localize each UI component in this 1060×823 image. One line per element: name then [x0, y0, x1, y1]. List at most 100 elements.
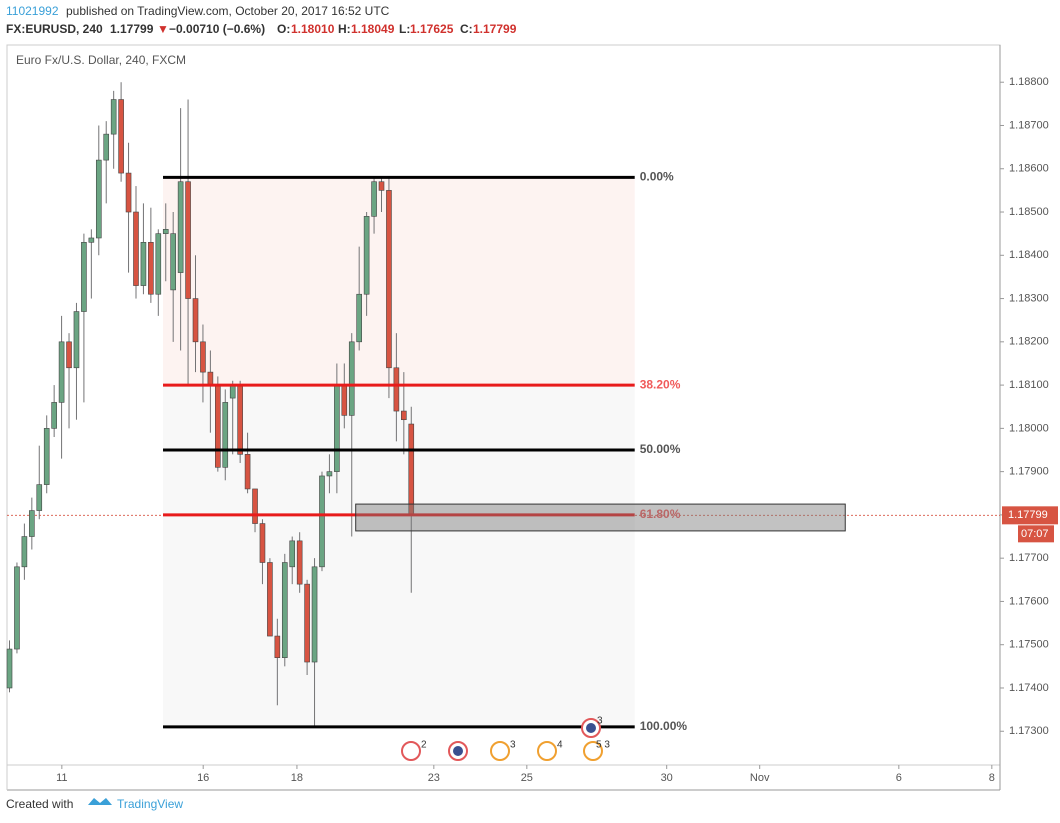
candle-body [304, 583, 310, 663]
candle-body [229, 384, 236, 399]
c-label: C: [460, 22, 473, 36]
x-tick-label: 23 [428, 772, 440, 784]
candle-body [6, 648, 13, 689]
event-icon[interactable] [490, 741, 510, 761]
candle-body [207, 371, 214, 386]
y-tick-label: 1.18400 [1009, 249, 1049, 261]
candle-body [274, 635, 281, 658]
candle-body [401, 410, 407, 421]
candle-body [36, 484, 43, 511]
event-flag [586, 723, 596, 733]
fib-label: 61.80% [640, 507, 681, 521]
events: 2 3 4 5 3 3 [401, 716, 610, 761]
low: 1.17625 [410, 22, 454, 36]
candle-body [215, 384, 221, 468]
candle-body [281, 562, 288, 658]
y-tick-label: 1.18300 [1009, 292, 1049, 304]
brand-logo [88, 798, 112, 805]
y-tick-label: 1.17700 [1009, 552, 1049, 564]
candle-body [200, 341, 206, 373]
plot: 1.173001.174001.175001.176001.177001.178… [6, 76, 1058, 784]
y-tick-label: 1.17600 [1009, 595, 1049, 607]
candle-body [43, 428, 50, 485]
event-count: 3 [510, 740, 516, 751]
event-flag [453, 746, 463, 756]
event-icon[interactable] [401, 741, 421, 761]
candle-body [267, 562, 273, 637]
fib-zone-lower [163, 385, 635, 727]
candle-body [259, 523, 266, 563]
countdown: 07:07 [1021, 528, 1049, 540]
candle-body [95, 159, 102, 239]
x-tick-label: 6 [896, 772, 902, 784]
x-tick-label: 30 [661, 772, 673, 784]
candle-body [185, 181, 191, 299]
candle-body [148, 242, 154, 295]
symbol-line: FX:EURUSD, 240 1.17799 ▼ −0.00710 (−0.6%… [6, 22, 517, 36]
candle-body [319, 475, 325, 568]
candle-body [125, 172, 132, 213]
h-label: H: [338, 22, 351, 36]
event-icon[interactable] [583, 741, 603, 761]
x-tick-label: 18 [291, 772, 303, 784]
candle-body [81, 242, 87, 312]
candle-body [170, 233, 176, 291]
candle-body [296, 540, 303, 585]
fib-zone-upper [163, 177, 635, 386]
price-label-box [1002, 506, 1058, 525]
direction: ▼ [157, 22, 169, 36]
candle-body [73, 311, 80, 369]
y-tick-label: 1.17300 [1009, 725, 1049, 737]
candle-body [162, 229, 169, 234]
candle-body [110, 99, 117, 135]
event-count: 5 3 [596, 740, 610, 751]
candle-body [192, 298, 199, 343]
l-label: L: [399, 22, 410, 36]
candle-body [378, 181, 385, 191]
candle-body [289, 540, 296, 568]
candle-body [88, 237, 95, 243]
event-icon[interactable] [537, 741, 557, 761]
candle-body [341, 384, 348, 416]
candle-body [363, 216, 370, 295]
candle-body [133, 211, 139, 286]
x-tick-label: 25 [521, 772, 533, 784]
candle-body [386, 190, 392, 369]
candle-body [408, 423, 415, 516]
candle-body [252, 488, 258, 524]
candle-body [237, 384, 243, 455]
candle-body [103, 133, 110, 161]
footer-created: Created with [6, 797, 73, 811]
candle-body [177, 181, 184, 273]
y-tick-label: 1.18200 [1009, 336, 1049, 348]
candle-body [393, 367, 400, 412]
candle-body [244, 454, 251, 490]
candle-body [21, 536, 28, 568]
price-label: 1.17799 [1008, 509, 1048, 521]
candle-body [155, 233, 162, 295]
candle-body [66, 341, 72, 369]
event-count: 4 [557, 740, 563, 751]
last: 1.17799 [110, 22, 154, 36]
y-tick-label: 1.18000 [1009, 422, 1049, 434]
candle-body [334, 384, 340, 472]
x-tick-label: 11 [56, 772, 67, 784]
candle-body [118, 99, 124, 174]
footer-brand[interactable]: TradingView [117, 797, 183, 811]
open: 1.18010 [291, 22, 335, 36]
o-label: O: [277, 22, 290, 36]
x-tick-label: Nov [750, 772, 770, 784]
x-tick-label: 16 [197, 772, 209, 784]
close: 1.17799 [473, 22, 517, 36]
candle-body [222, 402, 229, 468]
author[interactable]: 11021992 [6, 4, 59, 18]
y-tick-label: 1.18700 [1009, 119, 1049, 131]
x-tick-label: 8 [989, 772, 995, 784]
candle-body [326, 471, 333, 477]
candle-body [356, 293, 362, 343]
y-tick-label: 1.17400 [1009, 682, 1049, 694]
fib-label: 0.00% [640, 170, 674, 184]
candle-body [371, 181, 377, 217]
chart-title: Euro Fx/U.S. Dollar, 240, FXCM [16, 53, 186, 67]
y-tick-label: 1.18100 [1009, 379, 1049, 391]
